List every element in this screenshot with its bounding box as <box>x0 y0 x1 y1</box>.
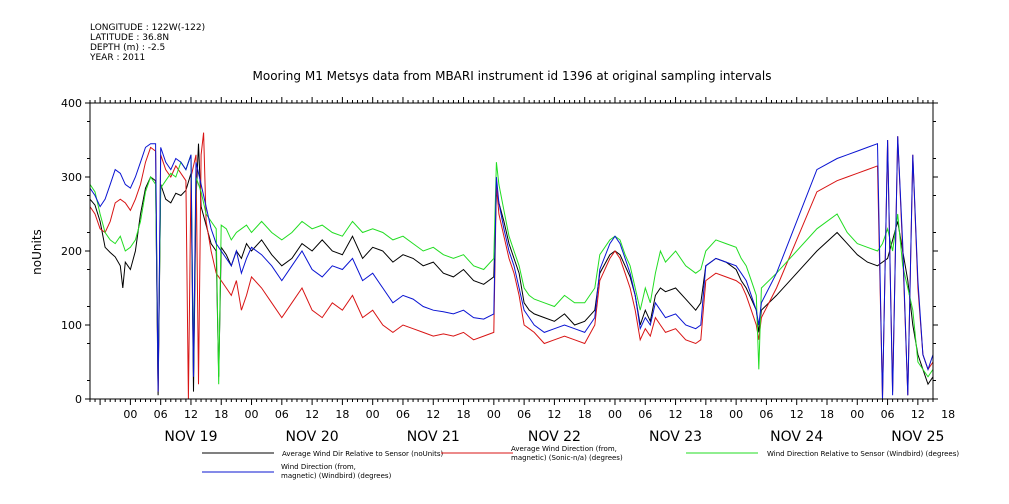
legend-label-3: Wind Direction Relative to Sensor (Windb… <box>767 450 959 458</box>
legend-label-line: magnetic) (Sonic-n/a) (degrees) <box>511 454 623 462</box>
x-tick-label: 06 <box>881 408 895 421</box>
day-label: NOV 23 <box>649 429 702 445</box>
legend-label-line: Wind Direction Relative to Sensor (Windb… <box>767 450 959 458</box>
x-tick-label: 06 <box>517 408 531 421</box>
x-tick-label: 00 <box>123 408 137 421</box>
y-tick-label: 0 <box>75 393 82 406</box>
x-tick-label: 00 <box>245 408 259 421</box>
x-tick-label: 12 <box>547 408 561 421</box>
x-tick-label: 12 <box>790 408 804 421</box>
legend-label-line: Average Wind Direction (from, <box>511 445 617 453</box>
legend-label-1: Average Wind Dir Relative to Sensor (noU… <box>282 450 443 458</box>
y-axis-label: noUnits <box>30 229 44 275</box>
day-label: NOV 21 <box>407 429 460 445</box>
x-tick-label: 18 <box>941 408 955 421</box>
legend-label-line: magnetic) (Windbird) (degrees) <box>281 472 392 480</box>
day-label: NOV 20 <box>286 429 339 445</box>
x-tick-label: 00 <box>366 408 380 421</box>
x-tick-label: 12 <box>184 408 198 421</box>
series-line-2 <box>89 132 934 400</box>
legend-label-line: Average Wind Dir Relative to Sensor (noU… <box>282 450 443 458</box>
latitude-label: LATITUDE : 36.8N <box>90 33 169 43</box>
day-label: NOV 19 <box>164 429 217 445</box>
series-layer <box>89 132 934 400</box>
x-tick-label: 00 <box>729 408 743 421</box>
x-tick-label: 18 <box>457 408 471 421</box>
series-line-1 <box>89 143 934 396</box>
x-tick-label: 06 <box>638 408 652 421</box>
x-tick-label: 06 <box>759 408 773 421</box>
y-tick-label: 200 <box>61 245 82 258</box>
x-tick-label: 00 <box>850 408 864 421</box>
x-tick-label: 06 <box>396 408 410 421</box>
legend-label-4: Wind Direction (from, magnetic) (Windbird… <box>281 463 392 480</box>
series-line-3 <box>89 154 934 385</box>
chart-title: Mooring M1 Metsys data from MBARI instru… <box>253 69 772 83</box>
x-tick-label: 00 <box>487 408 501 421</box>
y-tick-label: 300 <box>61 171 82 184</box>
x-tick-label: 18 <box>699 408 713 421</box>
day-label: NOV 22 <box>528 429 581 445</box>
legend-label-line: Wind Direction (from, <box>281 463 356 471</box>
day-label: NOV 25 <box>891 429 944 445</box>
x-tick-label: 18 <box>578 408 592 421</box>
x-tick-label: 18 <box>214 408 228 421</box>
series-line-4 <box>89 136 934 400</box>
x-tick-label: 12 <box>911 408 925 421</box>
x-tick-label: 18 <box>335 408 349 421</box>
x-tick-label: 12 <box>305 408 319 421</box>
x-tick-label: 18 <box>820 408 834 421</box>
legend: Average Wind Dir Relative to Sensor (noU… <box>202 445 959 480</box>
depth-label: DEPTH (m) : -2.5 <box>90 43 165 53</box>
axes-layer: 0 100 200 300 400 00 06 12 18 00 06 12 18 00 06 12 18 00 0… <box>61 97 955 445</box>
x-tick-label: 06 <box>275 408 289 421</box>
x-tick-label: 12 <box>426 408 440 421</box>
day-label: NOV 24 <box>770 429 823 445</box>
longitude-label: LONGITUDE : 122W(-122) <box>90 23 205 33</box>
y-tick-label: 100 <box>61 319 82 332</box>
x-tick-label: 06 <box>154 408 168 421</box>
legend-label-2: Average Wind Direction (from, magnetic) (… <box>511 445 623 462</box>
x-tick-label: 00 <box>608 408 622 421</box>
x-tick-label: 12 <box>669 408 683 421</box>
y-tick-label: 400 <box>61 97 82 110</box>
year-label: YEAR : 2011 <box>89 53 145 63</box>
